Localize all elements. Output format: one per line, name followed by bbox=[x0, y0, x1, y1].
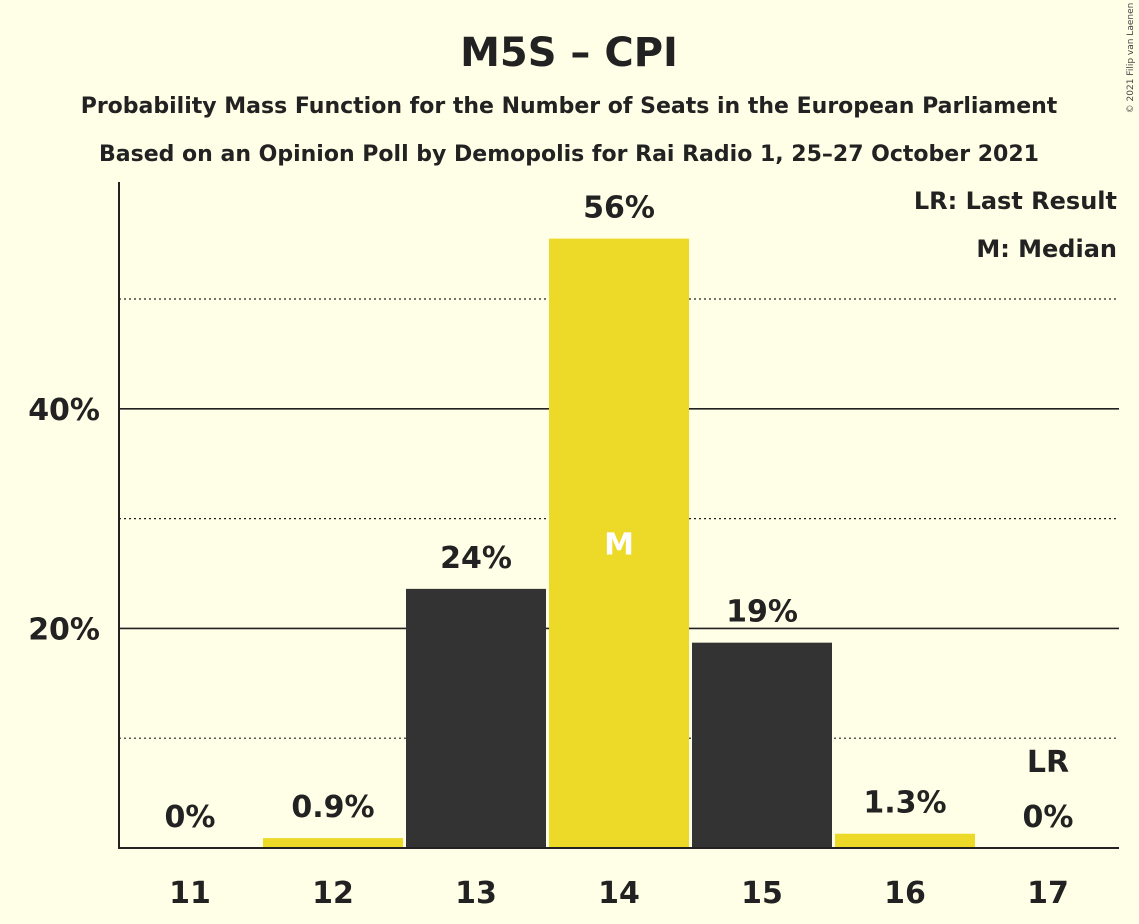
x-tick-label: 16 bbox=[884, 876, 926, 911]
data-label: 0.9% bbox=[291, 790, 374, 825]
legend-last-result: LR: Last Result bbox=[914, 187, 1117, 215]
copyright-credit: © 2021 Filip van Laenen bbox=[1126, 3, 1136, 114]
x-tick-label: 15 bbox=[741, 876, 783, 911]
x-tick-label: 13 bbox=[455, 876, 497, 911]
y-tick-label: 20% bbox=[28, 612, 100, 647]
data-label: 1.3% bbox=[863, 786, 946, 821]
x-tick-label: 12 bbox=[312, 876, 354, 911]
x-tick-label: 14 bbox=[598, 876, 640, 911]
chart-subtitle-1: Probability Mass Function for the Number… bbox=[81, 94, 1058, 119]
chart-subtitle-2: Based on an Opinion Poll by Demopolis fo… bbox=[99, 142, 1039, 167]
last-result-marker: LR bbox=[1027, 745, 1069, 780]
x-tick-label: 11 bbox=[169, 876, 211, 911]
data-label: 24% bbox=[440, 541, 512, 576]
bar-seats-12 bbox=[263, 838, 403, 848]
y-tick-label: 40% bbox=[28, 393, 100, 428]
data-label: 19% bbox=[726, 595, 798, 630]
bar-seats-14 bbox=[549, 238, 689, 849]
median-marker: M bbox=[604, 527, 634, 562]
bars bbox=[263, 238, 975, 849]
data-label: 0% bbox=[1023, 800, 1074, 835]
chart-title: M5S – CPI bbox=[460, 30, 678, 76]
bar-labels: 0% 11 0.9% 12 24% 13 56% 14 M 19% 15 1.3% 16 0% 17 LR bbox=[165, 191, 1074, 911]
axes bbox=[118, 182, 1119, 849]
x-tick-label: 17 bbox=[1027, 876, 1069, 911]
bar-seats-13 bbox=[406, 588, 546, 848]
data-label: 56% bbox=[583, 191, 655, 226]
bar-seats-16 bbox=[835, 833, 975, 848]
legend-median: M: Median bbox=[976, 235, 1117, 263]
data-label: 0% bbox=[165, 800, 216, 835]
bar-seats-15 bbox=[692, 642, 832, 848]
